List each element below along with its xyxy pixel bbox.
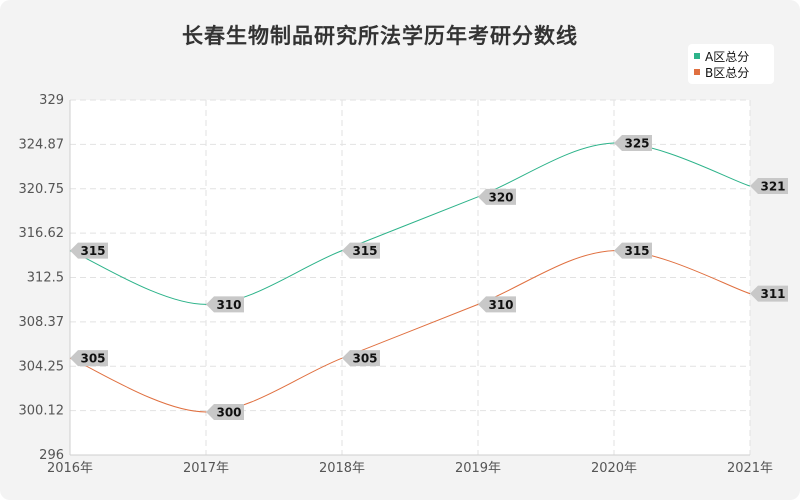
y-tick-label: 324.87 xyxy=(19,137,65,152)
data-label-tag xyxy=(750,285,788,302)
y-tick-label: 300.12 xyxy=(19,404,65,419)
data-label-tag xyxy=(614,242,652,259)
data-label: 310 xyxy=(488,298,513,312)
data-label: 305 xyxy=(80,352,105,366)
x-tick-label: 2018年 xyxy=(319,461,365,476)
y-tick-label: 296 xyxy=(39,448,64,463)
x-tick-label: 2020年 xyxy=(591,461,637,476)
y-tick-label: 320.75 xyxy=(19,182,65,197)
data-label-tag xyxy=(206,403,244,420)
data-label: 325 xyxy=(624,137,649,151)
data-label-tag xyxy=(750,178,788,195)
legend-item-a[interactable]: A区总分 xyxy=(694,48,768,64)
y-tick-label: 304.25 xyxy=(19,359,65,374)
data-label: 300 xyxy=(216,405,241,419)
y-tick-label: 316.62 xyxy=(19,226,65,241)
data-label-tag xyxy=(614,135,652,152)
x-tick-label: 2019年 xyxy=(455,461,501,476)
data-label-tag xyxy=(478,296,516,313)
x-tick-label: 2021年 xyxy=(727,461,773,476)
legend-swatch-a xyxy=(694,53,700,59)
data-label: 305 xyxy=(352,352,377,366)
data-label-tag xyxy=(206,296,244,313)
data-label-tag xyxy=(70,242,108,259)
data-label-tag xyxy=(478,188,516,205)
x-tick-label: 2016年 xyxy=(47,461,93,476)
legend-label-b: B区总分 xyxy=(705,65,750,80)
data-label: 320 xyxy=(488,190,513,204)
data-label: 321 xyxy=(760,180,785,194)
y-tick-label: 312.5 xyxy=(27,271,64,286)
data-label-tag xyxy=(342,242,380,259)
data-label: 315 xyxy=(624,244,649,258)
chart-title: 长春生物制品研究所法学历年考研分数线 xyxy=(182,24,578,48)
chart-legend: A区总分 B区总分 xyxy=(688,44,774,84)
data-label: 315 xyxy=(352,244,377,258)
data-label: 310 xyxy=(216,298,241,312)
y-tick-label: 308.37 xyxy=(19,315,65,330)
legend-item-b[interactable]: B区总分 xyxy=(694,64,768,80)
data-label-tag xyxy=(70,350,108,367)
data-label-tag xyxy=(342,350,380,367)
data-label: 315 xyxy=(80,244,105,258)
legend-label-a: A区总分 xyxy=(705,49,750,64)
y-tick-label: 329 xyxy=(39,93,64,108)
x-tick-label: 2017年 xyxy=(183,461,229,476)
data-label: 311 xyxy=(760,287,785,301)
legend-swatch-b xyxy=(694,69,700,75)
